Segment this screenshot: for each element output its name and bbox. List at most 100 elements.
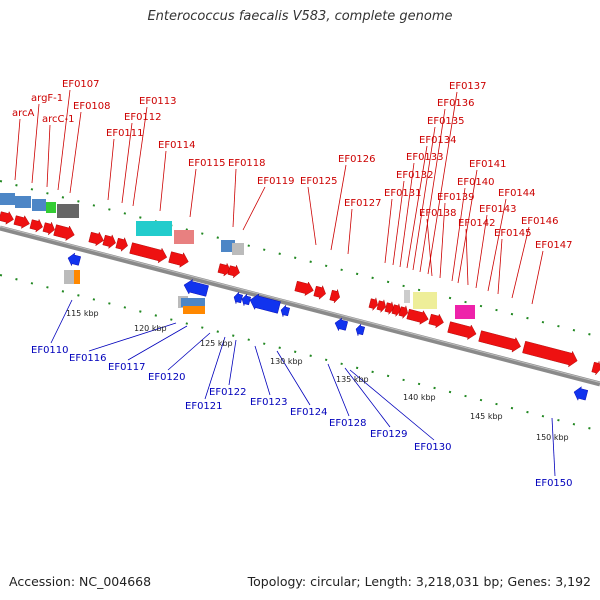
forward-gene-label[interactable]: EF0133 <box>406 152 444 163</box>
forward-gene-arrow[interactable] <box>406 307 430 326</box>
forward-gene-label[interactable]: EF0135 <box>427 116 465 127</box>
reverse-gene-label[interactable]: EF0150 <box>535 478 573 489</box>
forward-gene-arrow[interactable] <box>115 236 129 252</box>
reverse-gene-label[interactable]: EF0122 <box>209 387 247 398</box>
forward-gene-label[interactable]: EF0112 <box>124 112 162 123</box>
forward-gene-label[interactable]: argF-1 <box>31 93 63 104</box>
reverse-gene-arrow[interactable] <box>572 385 589 402</box>
leader-line <box>531 250 544 305</box>
forward-gene-label[interactable]: EF0142 <box>458 218 496 229</box>
forward-gene-label[interactable]: EF0144 <box>498 188 536 199</box>
forward-gene-arrow[interactable] <box>227 264 241 279</box>
forward-gene-label[interactable]: EF0108 <box>73 101 111 112</box>
forward-gene-arrow[interactable] <box>384 301 395 316</box>
forward-gene-arrow[interactable] <box>329 288 341 304</box>
forward-gene-arrow[interactable] <box>88 230 105 247</box>
reverse-gene-labels: EF0110EF0116EF0117EF0120EF0121EF0122EF01… <box>31 345 573 489</box>
forward-gene-label[interactable]: EF0115 <box>188 158 226 169</box>
forward-gene-arrow[interactable] <box>522 339 579 368</box>
reverse-gene-arrow[interactable] <box>354 323 365 337</box>
forward-gene-label[interactable]: EF0132 <box>396 170 434 181</box>
reverse-gene-label[interactable]: EF0124 <box>290 407 328 418</box>
forward-gene-arrow[interactable] <box>591 360 600 376</box>
forward-gene-arrow[interactable] <box>478 329 522 354</box>
leader-line <box>426 218 433 277</box>
leader-line <box>31 103 40 184</box>
forward-gene-label[interactable]: EF0134 <box>419 135 457 146</box>
forward-gene-arrow[interactable] <box>102 233 117 250</box>
reverse-gene-label[interactable]: EF0120 <box>148 372 186 383</box>
forward-gene-arrow[interactable] <box>53 223 76 243</box>
reverse-gene-arrow[interactable] <box>279 304 290 318</box>
reverse-gene-label[interactable]: EF0121 <box>185 401 223 412</box>
reverse-gene-arrow[interactable] <box>182 278 209 299</box>
forward-gene-label[interactable]: EF0139 <box>437 192 475 203</box>
forward-gene-arrow[interactable] <box>368 297 379 312</box>
domain-block <box>136 221 172 236</box>
forward-gene-arrow[interactable] <box>0 210 15 226</box>
forward-gene-arrow[interactable] <box>168 250 190 269</box>
reverse-gene-label[interactable]: EF0130 <box>414 442 452 453</box>
reverse-gene-label[interactable]: EF0123 <box>250 397 288 408</box>
forward-gene-label[interactable]: EF0140 <box>457 177 495 188</box>
forward-gene-label[interactable]: EF0118 <box>228 158 266 169</box>
domain-block <box>15 196 31 208</box>
forward-gene-arrow[interactable] <box>398 305 409 320</box>
domain-block <box>404 290 410 303</box>
leader-line <box>465 228 469 286</box>
leader-line <box>46 124 51 188</box>
forward-gene-arrow[interactable] <box>294 279 315 297</box>
scale-labels: 115 kbp 120 kbp 125 kbp 130 kbp 135 kbp 140 k… <box>66 309 569 442</box>
forward-gene-arrow[interactable] <box>13 214 31 230</box>
domain-block <box>32 199 46 211</box>
forward-gene-arrow[interactable] <box>376 299 387 314</box>
leader-line <box>497 238 503 295</box>
forward-gene-label[interactable]: EF0146 <box>521 216 559 227</box>
leader-line <box>254 345 271 396</box>
reverse-gene-label[interactable]: EF0129 <box>370 429 408 440</box>
forward-gene-label[interactable]: EF0113 <box>139 96 177 107</box>
reverse-gene-arrow[interactable] <box>333 317 348 333</box>
forward-gene-label[interactable]: EF0131 <box>384 188 422 199</box>
reverse-gene-arrow[interactable] <box>248 292 281 315</box>
scale-label: 150 kbp <box>536 433 569 442</box>
forward-gene-label[interactable]: EF0111 <box>106 128 144 139</box>
reverse-gene-label[interactable]: EF0116 <box>69 353 107 364</box>
forward-gene-arrow[interactable] <box>217 262 232 278</box>
forward-gene-label[interactable]: EF0107 <box>62 79 100 90</box>
forward-gene-label[interactable]: EF0136 <box>437 98 475 109</box>
forward-gene-label[interactable]: EF0126 <box>338 154 376 165</box>
reverse-gene-arrow[interactable] <box>66 252 81 268</box>
forward-gene-label[interactable]: arcA <box>12 108 35 119</box>
forward-gene-label[interactable]: arcC-1 <box>42 114 74 125</box>
leader-line <box>50 299 73 344</box>
reverse-gene-arrow[interactable] <box>240 293 251 307</box>
forward-gene-label[interactable]: EF0137 <box>449 81 487 92</box>
leader-line <box>399 162 415 268</box>
forward-gene-label[interactable]: EF0141 <box>469 159 507 170</box>
forward-gene-label[interactable]: EF0119 <box>257 176 295 187</box>
scale-label: 125 kbp <box>200 339 233 348</box>
forward-gene-arrow[interactable] <box>391 303 402 318</box>
accession-text: Accession: NC_004668 <box>9 574 152 589</box>
reverse-gene-label[interactable]: EF0117 <box>108 362 146 373</box>
forward-gene-label[interactable]: EF0145 <box>494 228 532 239</box>
forward-gene-label[interactable]: EF0114 <box>158 140 196 151</box>
forward-genes <box>0 210 600 376</box>
forward-gene-arrow[interactable] <box>29 218 44 234</box>
forward-gene-arrow[interactable] <box>447 320 478 342</box>
forward-gene-label[interactable]: EF0127 <box>344 198 382 209</box>
forward-gene-label[interactable]: EF0147 <box>535 240 573 251</box>
reverse-domain-blocks <box>64 270 205 314</box>
forward-gene-label[interactable]: EF0138 <box>419 208 457 219</box>
reverse-gene-label[interactable]: EF0128 <box>329 418 367 429</box>
reverse-gene-label[interactable]: EF0110 <box>31 345 69 356</box>
forward-gene-arrow[interactable] <box>313 284 327 300</box>
forward-gene-label[interactable]: EF0125 <box>300 176 338 187</box>
forward-gene-arrow[interactable] <box>428 312 445 329</box>
forward-gene-label[interactable]: EF0143 <box>479 204 517 215</box>
forward-gene-arrow[interactable] <box>42 221 56 236</box>
reverse-gene-arrow[interactable] <box>232 291 243 305</box>
forward-gene-arrow[interactable] <box>129 241 169 265</box>
